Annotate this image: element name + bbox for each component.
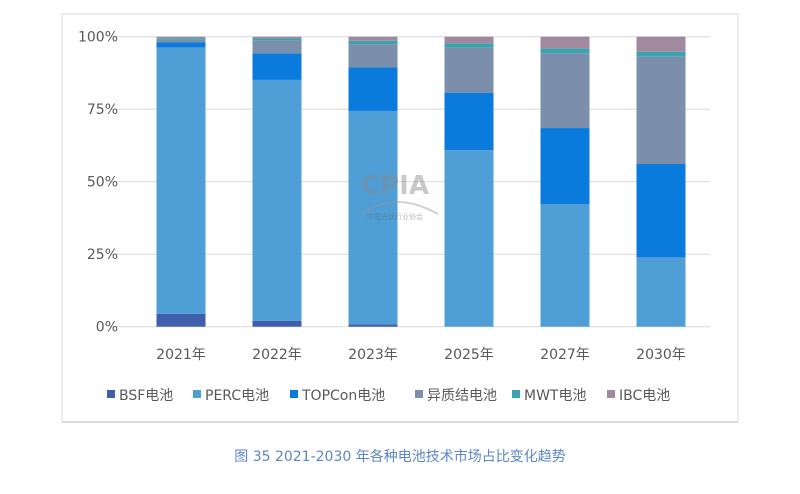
bar-segment-1-5 (252, 36, 302, 39)
bar-segment-3-1 (444, 150, 494, 327)
bar-segment-3-4 (444, 43, 494, 48)
bar-segment-1-4 (252, 38, 302, 41)
watermark-text: CPIA (361, 171, 429, 201)
bar-segment-1-0 (252, 320, 302, 327)
legend-label: BSF电池 (119, 388, 173, 404)
bar-segment-5-2 (636, 164, 686, 258)
y-tick-label: 50% (87, 175, 118, 191)
bar-segment-2-0 (348, 324, 398, 327)
legend-swatch (415, 390, 423, 398)
y-tick-label: 100% (78, 30, 118, 46)
bar-segment-5-3 (636, 56, 686, 165)
bar-segment-2-4 (348, 40, 398, 45)
bar-segment-1-1 (252, 79, 302, 321)
bar-segment-3-5 (444, 36, 494, 44)
bar-segment-4-4 (540, 48, 590, 54)
bar-segment-3-3 (444, 47, 494, 93)
bar-segment-4-5 (540, 36, 590, 49)
legend-swatch (193, 390, 201, 398)
bar-segment-2-1 (348, 110, 398, 325)
x-tick-label: 2027年 (540, 347, 590, 363)
x-tick-label: 2023年 (348, 347, 398, 363)
bar-segment-4-2 (540, 128, 590, 205)
bar-segment-0-2 (156, 42, 206, 48)
x-tick-label: 2022年 (252, 347, 302, 363)
figure-caption: 图 35 2021-2030 年各种电池技术市场占比变化趋势 (234, 448, 565, 465)
bar-segment-0-5 (156, 36, 206, 39)
bar-segment-2-3 (348, 44, 398, 68)
bar-segment-0-1 (156, 47, 206, 314)
bar-segment-3-2 (444, 92, 494, 151)
legend-item: 异质结电池 (415, 388, 497, 404)
bar-segment-1-3 (252, 40, 302, 54)
bar-segment-1-2 (252, 53, 302, 80)
x-tick-label: 2030年 (636, 347, 686, 363)
x-tick-label: 2025年 (444, 347, 494, 363)
bar-segment-5-4 (636, 51, 686, 57)
legend-item: TOPCon电池 (290, 388, 385, 404)
cpia-watermark: CPIA 中国光伏行业协会 (361, 171, 439, 221)
bar-segment-0-0 (156, 313, 206, 327)
bar-segment-2-5 (348, 36, 398, 41)
legend-swatch (290, 390, 298, 398)
x-tick-label: 2021年 (156, 347, 206, 363)
legend-label: TOPCon电池 (301, 388, 385, 404)
legend-swatch (607, 390, 615, 398)
y-tick-label: 0% (96, 320, 118, 336)
legend-item: PERC电池 (193, 388, 269, 404)
bar-segment-5-5 (636, 36, 686, 52)
legend-label: 异质结电池 (427, 388, 497, 404)
bar-segment-4-3 (540, 53, 590, 129)
legend-label: PERC电池 (205, 388, 269, 404)
bar-segment-5-1 (636, 257, 686, 327)
legend-swatch (107, 390, 115, 398)
legend-item: IBC电池 (607, 388, 670, 404)
legend-label: IBC电池 (619, 388, 670, 404)
legend-item: MWT电池 (512, 388, 586, 404)
legend-label: MWT电池 (524, 388, 586, 404)
y-tick-label: 75% (87, 102, 118, 118)
bar-segment-4-1 (540, 204, 590, 327)
bar-segment-2-2 (348, 67, 398, 111)
legend-item: BSF电池 (107, 388, 173, 404)
watermark-subtitle: 中国光伏行业协会 (367, 212, 423, 221)
y-tick-label: 25% (87, 247, 118, 263)
legend-swatch (512, 390, 520, 398)
bar-segment-0-3 (156, 39, 206, 43)
bar-segment-0-4 (156, 38, 206, 40)
